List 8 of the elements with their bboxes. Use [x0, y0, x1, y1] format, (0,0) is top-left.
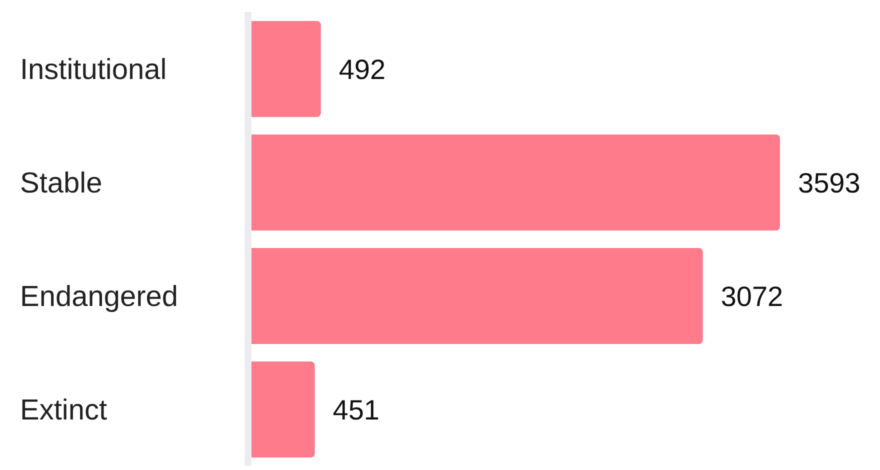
y-tick-label: Extinct [20, 394, 108, 426]
data-label: 3072 [720, 280, 784, 312]
y-tick-label: Endangered [20, 280, 178, 313]
data-label: 492 [338, 54, 386, 85]
y-tick-label: Stable [20, 167, 102, 200]
data-label: 451 [332, 394, 380, 426]
data-label: 3593 [798, 167, 860, 198]
y-tick-label: Institutional [20, 54, 167, 86]
